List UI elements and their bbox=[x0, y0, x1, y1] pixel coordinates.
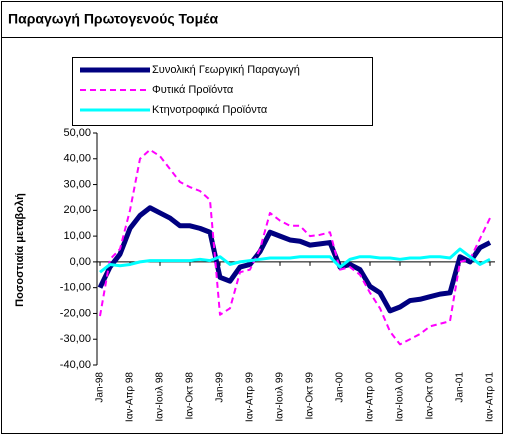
y-tick-label: 0,00 bbox=[70, 256, 91, 268]
x-tick-label: Jan-01 bbox=[455, 372, 466, 403]
y-tick-label: 20,00 bbox=[63, 204, 91, 216]
x-tick-label: Ιαν-Οκτ 99 bbox=[305, 372, 316, 420]
x-tick-label: Jan-00 bbox=[335, 372, 346, 403]
legend-label: Συνολική Γεωργική Παραγωγή bbox=[152, 64, 300, 76]
x-tick-label: Ιαν-Οκτ 00 bbox=[425, 372, 436, 420]
x-tick-label: Ιαν-Απρ 99 bbox=[245, 372, 256, 422]
x-tick-label: Ιαν-Ιουλ 98 bbox=[155, 372, 166, 422]
chart-title: Παραγωγή Πρωτογενούς Τομέα bbox=[8, 11, 218, 27]
y-tick-label: 40,00 bbox=[63, 153, 91, 165]
series-line bbox=[99, 148, 491, 346]
y-axis-title: Ποσοστιαία μεταβολή bbox=[14, 193, 26, 307]
legend-label: Φυτικά Προϊόντα bbox=[152, 84, 234, 96]
y-tick-label: -30,00 bbox=[60, 333, 91, 345]
x-tick-label: Ιαν-Απρ 98 bbox=[125, 372, 136, 422]
x-tick-label: Jan-99 bbox=[215, 372, 226, 403]
legend-label: Κτηνοτροφικά Προϊόντα bbox=[152, 104, 268, 116]
y-tick-label: -40,00 bbox=[60, 359, 91, 371]
x-tick-label: Ιαν-Απρ 00 bbox=[365, 372, 376, 422]
y-tick-label: 30,00 bbox=[63, 178, 91, 190]
x-tick-label: Ιαν-Απρ 01 bbox=[485, 372, 496, 422]
y-tick-label: 50,00 bbox=[63, 127, 91, 139]
y-tick-label: -10,00 bbox=[60, 282, 91, 294]
x-tick-label: Ιαν-Οκτ 98 bbox=[185, 372, 196, 420]
y-tick-label: -20,00 bbox=[60, 307, 91, 319]
x-tick-label: Ιαν-Ιουλ 00 bbox=[395, 372, 406, 422]
y-tick-label: 10,00 bbox=[63, 230, 91, 242]
series-line bbox=[99, 247, 491, 274]
x-tick-label: Ιαν-Ιουλ 99 bbox=[275, 372, 286, 422]
x-tick-label: Jan-98 bbox=[95, 372, 106, 403]
series-line bbox=[97, 205, 492, 314]
